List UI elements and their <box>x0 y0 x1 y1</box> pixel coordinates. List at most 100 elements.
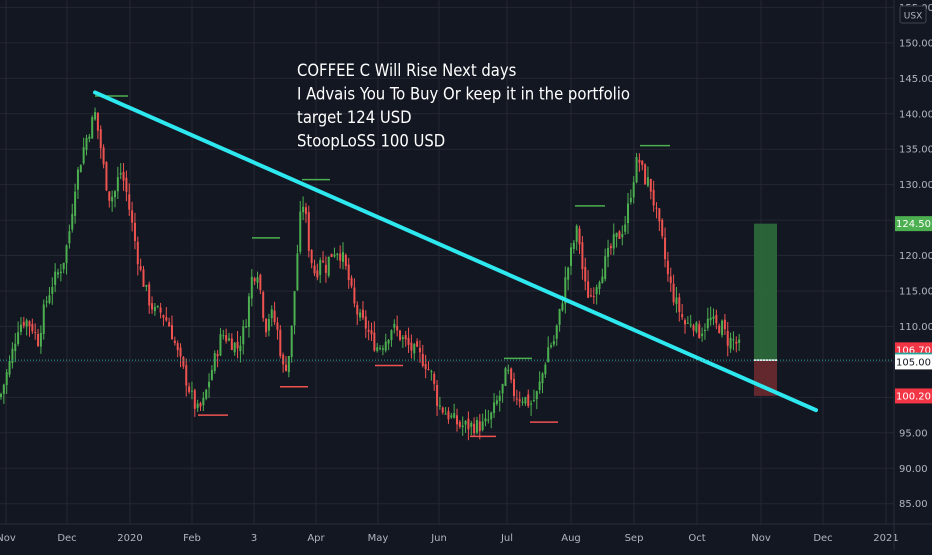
candle-up <box>470 422 473 427</box>
annotation-line[interactable]: I Advais You To Buy Or keep it in the po… <box>297 85 630 104</box>
candle-up <box>71 213 74 230</box>
candle-up <box>598 282 601 289</box>
candle-down <box>122 171 125 181</box>
currency-badge[interactable] <box>899 5 927 24</box>
candle-up <box>689 324 692 326</box>
candle-down <box>649 178 652 192</box>
candle-up <box>624 224 627 232</box>
candle-up <box>544 364 547 375</box>
candle-down <box>225 335 228 342</box>
candle-down <box>584 266 587 282</box>
candle-up <box>205 389 208 399</box>
candle-up <box>156 306 159 308</box>
candle-down <box>216 354 219 357</box>
candle-up <box>612 234 615 249</box>
candle-down <box>133 222 136 242</box>
annotation-line[interactable]: target 124 USD <box>297 108 412 127</box>
candle-up <box>94 112 97 120</box>
candle-down <box>367 329 370 332</box>
candle-down <box>715 314 718 324</box>
x-tick-label: Nov <box>0 533 16 544</box>
candle-down <box>307 212 310 251</box>
candle-down <box>652 189 655 206</box>
candle-down <box>185 365 188 386</box>
candle-up <box>59 271 62 274</box>
candle-up <box>387 340 390 344</box>
candle-down <box>587 281 590 298</box>
candle-down <box>592 296 595 298</box>
candle-up <box>464 421 467 425</box>
candle-down <box>313 265 316 274</box>
candle-down <box>655 207 658 209</box>
candle-up <box>729 338 732 349</box>
candle-down <box>669 276 672 283</box>
candle-up <box>39 332 42 347</box>
candle-up <box>572 242 575 249</box>
candle-up <box>481 421 484 430</box>
candle-down <box>658 208 661 222</box>
candle-down <box>339 253 342 261</box>
candle-down <box>527 394 530 406</box>
candle-down <box>681 314 684 318</box>
candle-down <box>436 384 439 406</box>
candle-up <box>19 324 22 332</box>
candle-up <box>270 309 273 319</box>
annotation-line[interactable]: COFFEE C Will Rise Next days <box>297 61 517 80</box>
candle-down <box>285 364 287 371</box>
candle-up <box>74 191 77 216</box>
price-badge-label: 124.50 <box>896 219 931 230</box>
candle-down <box>230 338 233 351</box>
candle-up <box>376 347 379 351</box>
candle-down <box>421 353 424 366</box>
candle-down <box>159 307 162 313</box>
candle-up <box>68 231 71 244</box>
candle-down <box>131 210 134 223</box>
candle-up <box>646 177 649 186</box>
candle-down <box>176 343 179 351</box>
candle-up <box>14 343 17 352</box>
candle-up <box>242 326 245 345</box>
candle-up <box>507 369 510 371</box>
candle-down <box>513 378 515 396</box>
x-tick-label: Apr <box>307 533 325 544</box>
candle-up <box>333 254 336 257</box>
candle-up <box>239 345 242 352</box>
candle-up <box>65 245 68 264</box>
trendline[interactable] <box>93 90 818 413</box>
candle-down <box>162 315 165 318</box>
candle-up <box>299 211 302 252</box>
candle-up <box>116 177 119 192</box>
x-tick-label: Nov <box>751 533 771 544</box>
candle-up <box>604 256 607 280</box>
x-tick-label: Jun <box>430 533 447 544</box>
candle-down <box>37 333 40 347</box>
candle-up <box>686 322 689 324</box>
candle-down <box>684 320 686 325</box>
candle-down <box>102 147 105 165</box>
candle-down <box>718 325 721 334</box>
candle-down <box>478 421 481 432</box>
annotation-line[interactable]: StoopLoSS 100 USD <box>297 132 445 151</box>
candle-up <box>76 169 79 190</box>
target-zone[interactable] <box>754 223 777 361</box>
candle-down <box>353 287 356 304</box>
candle-down <box>262 292 265 319</box>
candle-up <box>627 203 629 224</box>
candle-down <box>666 260 669 275</box>
candle-down <box>399 330 401 340</box>
x-tick-label: 2020 <box>117 533 142 544</box>
candle-up <box>632 182 635 198</box>
y-tick-label: 110.00 <box>899 322 932 333</box>
candle-up <box>296 253 299 291</box>
candle-down <box>99 129 102 149</box>
candle-up <box>48 295 51 303</box>
candle-down <box>518 399 521 402</box>
candle-down <box>22 321 25 326</box>
candle-up <box>25 320 28 327</box>
candle-up <box>342 252 344 262</box>
candle-down <box>418 347 421 353</box>
candle-down <box>473 423 476 434</box>
x-tick-label: May <box>368 533 389 544</box>
